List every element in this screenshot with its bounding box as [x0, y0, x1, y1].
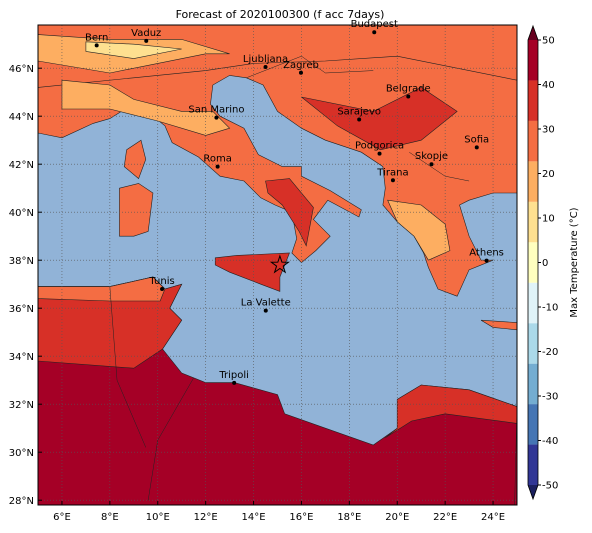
map-frame — [37, 24, 518, 506]
lon-tick-label: 16°E — [289, 512, 313, 523]
city-dot — [214, 115, 219, 120]
city-dot — [357, 117, 362, 122]
city-label: Skopje — [415, 151, 448, 162]
colorbar-segment — [528, 201, 538, 243]
colorbar-segment — [528, 282, 538, 324]
city-dot — [144, 38, 149, 43]
city-label: Belgrade — [386, 84, 431, 95]
colorbar-tick-label: 0 — [542, 258, 548, 269]
colorbar-tick-label: 20 — [542, 169, 555, 180]
lon-tick-label: 6°E — [53, 512, 71, 523]
lat-tick-label: 38°N — [9, 256, 34, 267]
colorbar-segment — [528, 161, 538, 202]
city-dot — [263, 308, 268, 313]
lat-tick-label: 44°N — [9, 112, 34, 123]
lat-tick-label: 30°N — [9, 448, 34, 459]
land — [119, 183, 154, 237]
border — [246, 55, 374, 79]
city-dot — [377, 151, 382, 156]
lat-tick-label: 34°N — [9, 352, 34, 363]
lon-tick-label: 14°E — [242, 512, 266, 523]
city-label: Athens — [469, 248, 504, 259]
city-dot — [406, 94, 411, 99]
border — [147, 377, 194, 501]
colorbar-segment — [528, 80, 538, 121]
colorbar-segment — [528, 444, 538, 485]
colorbar-tick-label: -50 — [542, 481, 558, 492]
lon-tick-label: 20°E — [385, 512, 409, 523]
star-marker — [269, 254, 290, 274]
lon-tick-label: 22°E — [433, 512, 457, 523]
city-dot — [94, 43, 99, 48]
map-area — [38, 25, 517, 505]
land — [480, 319, 517, 331]
city-label: Ljubljana — [243, 54, 288, 65]
lon-tick-label: 8°E — [101, 512, 119, 523]
city-label: Tirana — [376, 167, 408, 178]
colorbar-tick-label: 50 — [542, 36, 555, 47]
city-dot — [160, 287, 165, 291]
city-label: La Valette — [241, 298, 291, 309]
city-label: Tunis — [148, 276, 174, 287]
lat-tick-label: 46°N — [9, 64, 34, 75]
city-dot — [372, 30, 377, 35]
land — [38, 25, 517, 297]
city-label: Roma — [203, 154, 232, 165]
lat-tick-label: 36°N — [9, 304, 34, 315]
title: Forecast of 2020100300 (f acc 7days) — [176, 8, 385, 21]
land-zone — [38, 276, 166, 302]
lat-tick-label: 32°N — [9, 400, 34, 411]
lon-tick-label: 24°E — [481, 512, 505, 523]
colorbar-segment — [528, 404, 538, 445]
colorbar-tick-label: 30 — [542, 125, 555, 136]
city-label: Sarajevo — [337, 107, 381, 118]
colorbar-tick-label: -30 — [542, 392, 558, 403]
city-dot — [429, 162, 434, 167]
colorbar-tick-label: -10 — [542, 303, 558, 314]
city-label: Zagreb — [283, 60, 319, 71]
colorbar-tick-label: -20 — [542, 347, 558, 358]
colorbar-extend-over — [528, 26, 538, 40]
land — [123, 139, 147, 180]
lat-tick-label: 28°N — [9, 496, 34, 507]
colorbar-segment — [528, 120, 538, 162]
lon-tick-label: 18°E — [337, 512, 361, 523]
city-label: Tripoli — [218, 370, 249, 381]
colorbar-tick-label: 40 — [542, 80, 555, 91]
city-label: Bern — [85, 32, 108, 43]
colorbar-tick-label: 10 — [542, 214, 555, 225]
city-dot — [484, 258, 489, 263]
colorbar-segment — [528, 40, 538, 81]
city-dot — [390, 178, 395, 183]
border — [109, 286, 147, 448]
city-dot — [263, 65, 268, 69]
colorbar-label: Max Temperature (°C) — [569, 207, 580, 317]
lon-tick-label: 10°E — [146, 512, 170, 523]
colorbar-segment — [528, 323, 538, 364]
city-label: San Marino — [188, 105, 244, 116]
lat-tick-label: 40°N — [9, 208, 34, 219]
city-dot — [298, 70, 303, 75]
border — [409, 151, 470, 182]
land — [214, 252, 290, 292]
colorbar-segment — [528, 242, 538, 283]
colorbar-extend-under — [528, 485, 538, 499]
land-zone — [61, 79, 231, 136]
city-label: Budapest — [351, 19, 398, 30]
colorbar-tick-label: -40 — [542, 436, 558, 447]
city-label: Sofia — [464, 134, 489, 145]
city-dot — [474, 145, 479, 150]
land-zone — [301, 87, 458, 151]
city-dot — [215, 164, 220, 169]
land-zone — [387, 199, 451, 261]
city-dot — [232, 380, 237, 385]
lon-tick-label: 12°E — [194, 512, 218, 523]
land-zone — [385, 384, 517, 439]
city-label: Vaduz — [131, 28, 161, 39]
lat-tick-label: 42°N — [9, 160, 34, 171]
colorbar-segment — [528, 363, 538, 405]
city-label: Podgorica — [355, 141, 404, 152]
